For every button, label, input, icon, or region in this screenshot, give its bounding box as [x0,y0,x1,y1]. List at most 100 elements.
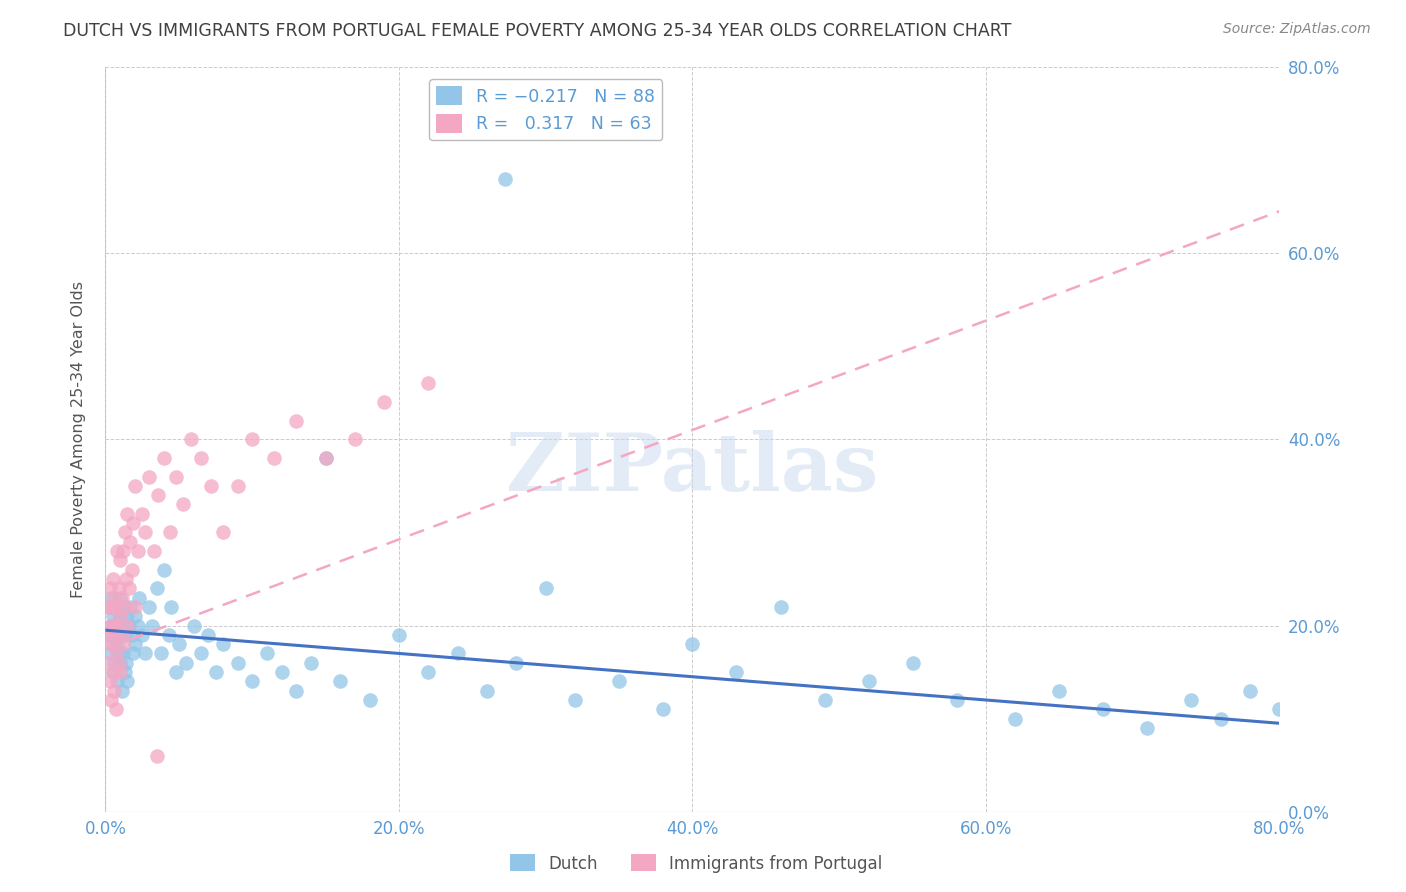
Point [120,599,142,614]
Point [388,628,411,642]
Point [98,674,121,689]
Point [105,637,128,651]
Point [270,665,292,679]
Point [118,618,141,632]
Point [1268,702,1291,716]
Point [315,450,337,465]
Point [564,693,586,707]
Point [652,702,675,716]
Point [121,563,143,577]
Point [107,618,129,632]
Point [373,395,395,409]
Point [110,628,132,642]
Point [285,414,308,428]
Point [100,693,122,707]
Point [127,618,149,632]
Point [100,591,122,605]
Point [183,618,205,632]
Point [114,525,136,540]
Point [256,647,278,661]
Point [197,628,219,642]
Point [725,665,748,679]
Point [142,544,165,558]
Point [100,618,122,632]
Point [240,674,263,689]
Point [127,544,149,558]
Point [124,609,146,624]
Point [117,618,139,632]
Point [97,599,120,614]
Point [190,647,212,661]
Point [146,582,169,596]
Point [165,469,187,483]
Point [112,618,135,632]
Point [103,591,125,605]
Point [115,572,138,586]
Text: ZIPatlas: ZIPatlas [506,430,879,508]
Point [1180,693,1202,707]
Point [682,637,704,651]
Point [108,609,131,624]
Point [107,647,129,661]
Point [475,683,498,698]
Point [97,628,120,642]
Point [104,647,127,661]
Point [1239,683,1261,698]
Point [1004,712,1026,726]
Point [104,599,127,614]
Point [226,656,249,670]
Point [101,609,124,624]
Point [101,665,124,679]
Point [108,609,131,624]
Point [813,693,835,707]
Point [110,591,132,605]
Point [101,665,124,679]
Point [104,702,127,716]
Point [285,683,308,698]
Point [263,450,285,465]
Point [211,525,233,540]
Point [117,609,139,624]
Point [114,599,136,614]
Point [418,665,440,679]
Point [945,693,967,707]
Y-axis label: Female Poverty Among 25-34 Year Olds: Female Poverty Among 25-34 Year Olds [72,281,86,598]
Point [108,656,131,670]
Point [108,665,131,679]
Point [134,647,156,661]
Point [146,748,169,763]
Point [204,665,226,679]
Point [1209,712,1232,726]
Point [114,665,136,679]
Point [120,534,142,549]
Point [117,674,139,689]
Point [174,656,197,670]
Point [134,525,156,540]
Point [226,479,249,493]
Point [110,628,132,642]
Point [329,674,352,689]
Point [117,507,139,521]
Point [128,591,150,605]
Point [150,647,173,661]
Point [1092,702,1115,716]
Point [104,599,127,614]
Point [103,618,125,632]
Point [769,599,792,614]
Point [131,628,153,642]
Point [104,628,127,642]
Point [505,656,527,670]
Point [98,647,121,661]
Legend: R = −0.217   N = 88, R =   0.317   N = 63: R = −0.217 N = 88, R = 0.317 N = 63 [429,79,662,140]
Point [200,479,222,493]
Point [101,618,124,632]
Legend: Dutch, Immigrants from Portugal: Dutch, Immigrants from Portugal [503,847,889,880]
Point [100,599,122,614]
Point [607,674,630,689]
Point [124,599,146,614]
Point [124,637,146,651]
Point [534,582,557,596]
Point [240,433,263,447]
Point [901,656,924,670]
Point [112,647,135,661]
